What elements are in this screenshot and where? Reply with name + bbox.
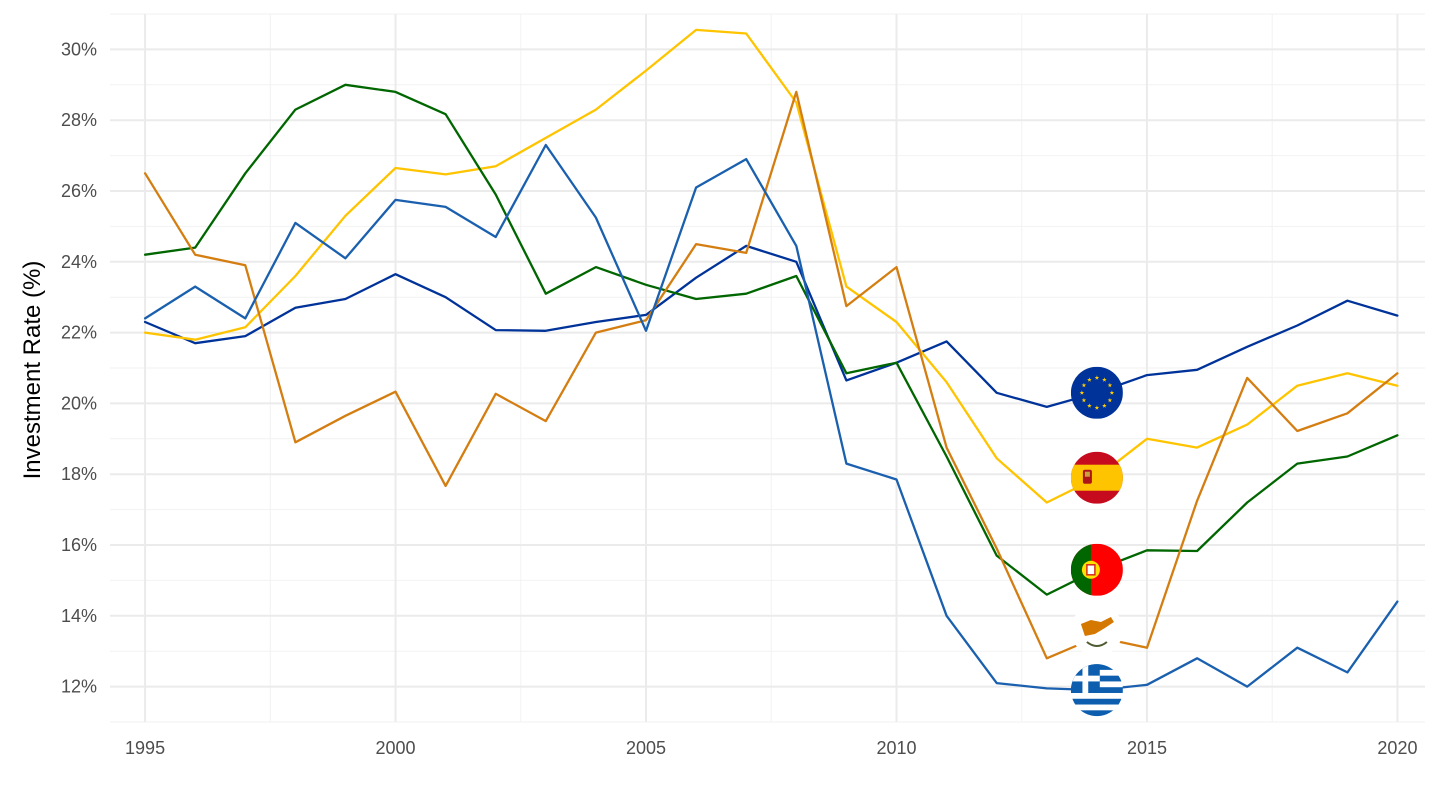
x-tick-label: 2005 (626, 738, 666, 758)
x-tick-label: 2010 (876, 738, 916, 758)
portugal-flag-icon (1070, 543, 1123, 596)
x-axis-tick-labels: 1995 2000 2005 2010 2015 2020 (125, 738, 1417, 758)
series-lines (143, 28, 1399, 692)
spain-flag-icon (1070, 451, 1123, 504)
y-tick-label: 12% (61, 677, 97, 697)
cyprus-flag-icon (1070, 604, 1123, 656)
y-axis-title: Investment Rate (%) (19, 261, 46, 480)
series-line-cyprus (143, 90, 1399, 660)
series-line-euro-area (143, 244, 1399, 409)
y-tick-label: 18% (61, 464, 97, 484)
y-tick-label: 22% (61, 323, 97, 343)
eu-flag-icon (1070, 366, 1123, 419)
y-tick-label: 14% (61, 606, 97, 626)
x-tick-label: 2020 (1377, 738, 1417, 758)
y-tick-label: 16% (61, 535, 97, 555)
grid-lines (110, 13, 1425, 723)
y-tick-label: 20% (61, 393, 97, 413)
y-tick-label: 26% (61, 181, 97, 201)
y-tick-label: 30% (61, 39, 97, 59)
greece-flag-icon (1070, 664, 1123, 717)
x-tick-label: 1995 (125, 738, 165, 758)
series-line-greece (143, 143, 1399, 692)
x-tick-label: 2015 (1127, 738, 1167, 758)
series-line-portugal (143, 83, 1399, 596)
y-tick-label: 28% (61, 110, 97, 130)
y-axis-tick-labels: 12% 14% 16% 18% 20% 22% 24% 26% 28% 30% (61, 39, 97, 696)
flag-markers (1070, 366, 1123, 717)
series-line-spain (143, 28, 1399, 504)
x-tick-label: 2000 (376, 738, 416, 758)
y-tick-label: 24% (61, 252, 97, 272)
